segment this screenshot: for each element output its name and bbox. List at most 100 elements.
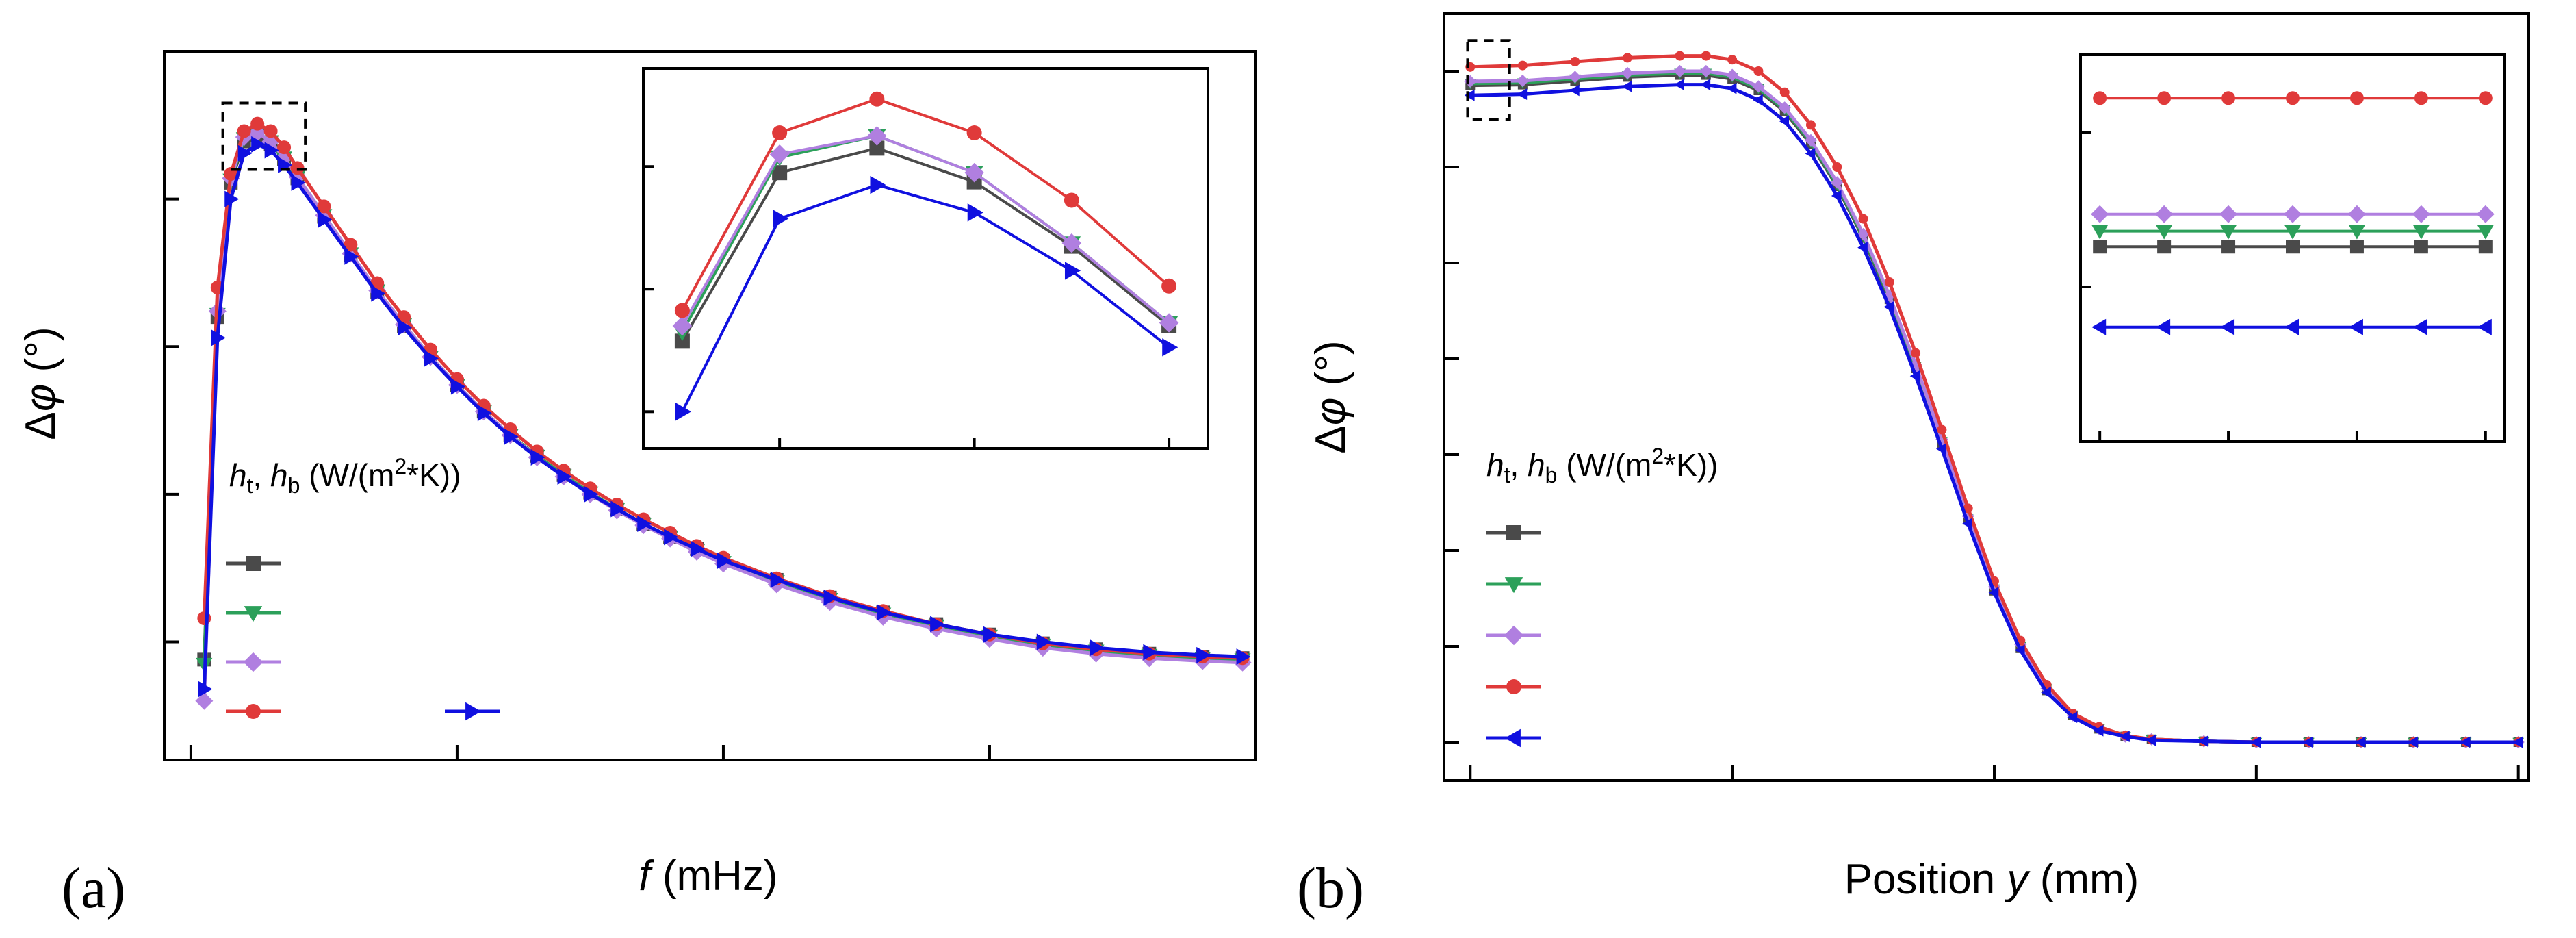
b-main-data-point-heat-transfer-with-radiation [1726, 82, 1737, 94]
b-main-data-point-20-20 [1701, 51, 1711, 61]
a-main-data-point-20-20 [250, 116, 265, 131]
b-main-data-point-30-10 [1752, 80, 1765, 93]
a-inset-data-point-heat-transfer-with-radiation [967, 203, 983, 222]
a-inset-data-point-30-10 [672, 316, 693, 336]
a-inset-data-point-30-10 [964, 162, 984, 183]
b-inset-data-point-30-30 [2221, 240, 2236, 254]
a-main-data-point-heat-transfer-with-radiation [424, 350, 439, 367]
b-main-data-point-30-10 [1778, 101, 1791, 114]
b-main-data-point-heat-transfer-with-radiation [2198, 735, 2208, 747]
a-inset-data-point-20-20 [674, 303, 690, 318]
a-main-data-point-heat-transfer-with-radiation [557, 468, 572, 485]
a-inset-data-point-heat-transfer-with-radiation [870, 175, 886, 194]
a-main-data-point-heat-transfer-with-radiation [344, 248, 359, 265]
a-main-data-point-20-20 [317, 199, 331, 214]
b-main-series-line-30-10 [1470, 69, 2519, 744]
b-inset-data-point-30-10 [2219, 205, 2238, 223]
a-main-data-point-heat-transfer-with-radiation [237, 144, 253, 162]
b-inset-data-point-20-20 [2478, 91, 2493, 105]
b-main-legend-marker-30-10 [1504, 625, 1524, 646]
b-inset-data-point-30-20 [2284, 225, 2301, 240]
b-main-data-point-30-10 [1857, 227, 1870, 241]
b-main-data-point-30-10 [1569, 71, 1582, 84]
a-main-data-point-heat-transfer-with-radiation [664, 529, 679, 546]
b-inset-data-point-30-30 [2349, 240, 2364, 254]
b-main-data-point-heat-transfer-with-radiation [1909, 370, 1920, 382]
b-inset-data-point-20-20 [2286, 91, 2300, 105]
a-main-data-point-heat-transfer-with-radiation [198, 681, 213, 698]
b-main-data-point-20-20 [1963, 503, 1973, 514]
b-main-data-point-30-10 [1516, 74, 1529, 88]
b-inset-data-point-30-10 [2412, 205, 2430, 223]
b-main-data-point-20-20 [1622, 53, 1632, 63]
a-main-data-point-heat-transfer-with-radiation [477, 405, 492, 422]
b-main-data-point-20-20 [1570, 57, 1580, 66]
b-main-data-point-heat-transfer-with-radiation [2014, 644, 2025, 656]
b-main-data-point-heat-transfer-with-radiation [2355, 736, 2366, 748]
b-main-data-point-20-20 [1911, 348, 1921, 358]
b-main-data-point-heat-transfer-with-radiation [2512, 736, 2523, 748]
a-main-data-point-heat-transfer-with-radiation [1036, 633, 1051, 650]
a-main-data-point-heat-transfer-with-radiation [1143, 644, 1158, 661]
a-main-data-point-heat-transfer-with-radiation [823, 589, 838, 606]
a-main-data-point-heat-transfer-with-radiation [930, 616, 945, 633]
a-main-data-point-heat-transfer-with-radiation [291, 174, 306, 191]
a-inset-data-point-20-20 [772, 125, 788, 140]
a-main-data-point-heat-transfer-with-radiation [398, 319, 413, 336]
b-inset-data-point-30-10 [2091, 205, 2109, 223]
a-inset-data-point-20-20 [1161, 278, 1177, 294]
b-main-data-point-heat-transfer-with-radiation [1805, 148, 1816, 160]
a-main-legend-marker-30-10 [243, 652, 263, 672]
b-main-data-point-20-20 [1858, 214, 1868, 224]
b-main-data-point-heat-transfer-with-radiation [2408, 736, 2418, 748]
b-inset-data-point-30-10 [2284, 205, 2302, 223]
b-inset-data-point-heat-transfer-with-radiation [2091, 318, 2107, 335]
b-inset-plot-frame [2079, 53, 2506, 443]
b-inset-data-point-20-20 [2349, 91, 2364, 105]
b-inset-data-point-30-30 [2286, 240, 2300, 254]
a-inset-series-line-heat-transfer-with-radiation [681, 183, 1170, 413]
b-main-data-point-heat-transfer-with-radiation [2041, 686, 2051, 698]
b-main-data-point-20-20 [1937, 424, 1947, 435]
b-inset-data-point-30-20 [2412, 225, 2430, 240]
a-main-data-point-heat-transfer-with-radiation [717, 552, 732, 569]
b-main-data-point-heat-transfer-with-radiation [2146, 734, 2156, 746]
b-inset-data-point-30-30 [2414, 240, 2428, 254]
b-main-data-point-30-10 [1621, 66, 1634, 79]
a-y-axis-label: Δφ (°) [17, 327, 64, 440]
b-main-data-point-heat-transfer-with-radiation [1621, 81, 1632, 92]
a-main-data-point-heat-transfer-with-radiation [1196, 646, 1211, 663]
b-main-data-point-heat-transfer-with-radiation [1962, 518, 1973, 530]
b-main-series-line-30-30 [1470, 73, 2519, 744]
a-main-series-line-30-10 [202, 131, 1243, 701]
a-main-data-point-20-20 [344, 238, 358, 252]
panel-b-label: (b) [1297, 857, 1364, 920]
a-inset-data-point-heat-transfer-with-radiation [773, 210, 789, 228]
a-inset-series-line-20-20 [681, 97, 1170, 312]
a-inset-data-point-heat-transfer-with-radiation [1064, 262, 1081, 280]
a-inset-data-point-heat-transfer-with-radiation [1162, 338, 1178, 357]
a-main-zoom-box [221, 101, 307, 171]
b-main-series-line-heat-transfer-with-radiation [1470, 83, 2519, 744]
b-main-data-point-heat-transfer-with-radiation [2093, 724, 2104, 737]
a-inset-series-line-30-10 [681, 134, 1170, 327]
a-main-plot-frame [163, 50, 1257, 761]
b-main-data-point-30-10 [1699, 64, 1712, 78]
b-inset-data-point-30-30 [2478, 240, 2493, 254]
b-inset-data-point-20-20 [2157, 91, 2172, 105]
b-main-data-point-30-10 [1831, 176, 1844, 189]
b-inset-data-point-30-20 [2156, 225, 2173, 240]
b-main-data-point-heat-transfer-with-radiation [1700, 79, 1711, 90]
a-main-data-point-heat-transfer-with-radiation [877, 604, 892, 621]
b-main-data-point-heat-transfer-with-radiation [1988, 587, 1999, 598]
b-inset-data-point-heat-transfer-with-radiation [2220, 318, 2235, 335]
a-main-data-point-heat-transfer-with-radiation [211, 329, 226, 346]
b-inset-data-point-20-20 [2093, 91, 2107, 105]
a-inset-data-point-20-20 [869, 91, 885, 107]
b-main-data-point-20-20 [1832, 162, 1842, 172]
b-main-data-point-heat-transfer-with-radiation [1464, 89, 1475, 101]
b-inset-data-point-heat-transfer-with-radiation [2348, 318, 2363, 335]
b-main-chart [1443, 12, 2530, 782]
a-main-data-point-heat-transfer-with-radiation [371, 285, 386, 302]
a-main-data-point-heat-transfer-with-radiation [504, 428, 519, 445]
